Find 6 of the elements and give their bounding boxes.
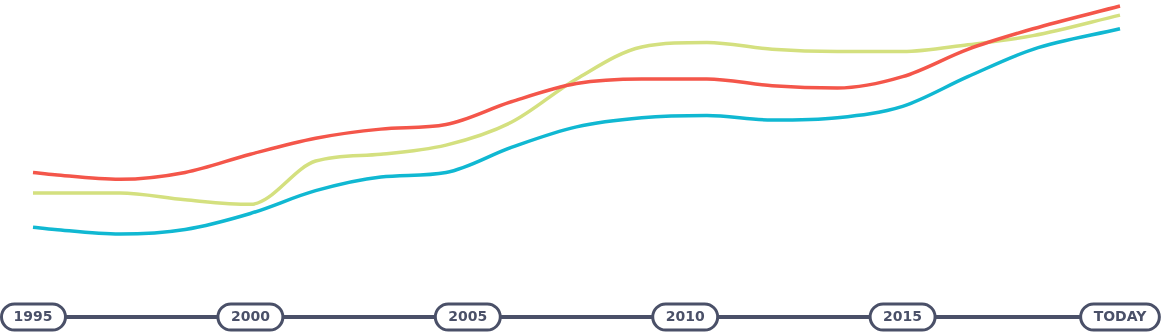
x-tick-label: 2010	[665, 308, 705, 325]
x-tick-label: TODAY	[1093, 308, 1148, 325]
x-tick-label: 2000	[230, 308, 271, 325]
x-tick-label: 2005	[448, 308, 488, 325]
x-tick-label: 1995	[13, 308, 53, 325]
x-tick-label: 2015	[883, 308, 923, 325]
